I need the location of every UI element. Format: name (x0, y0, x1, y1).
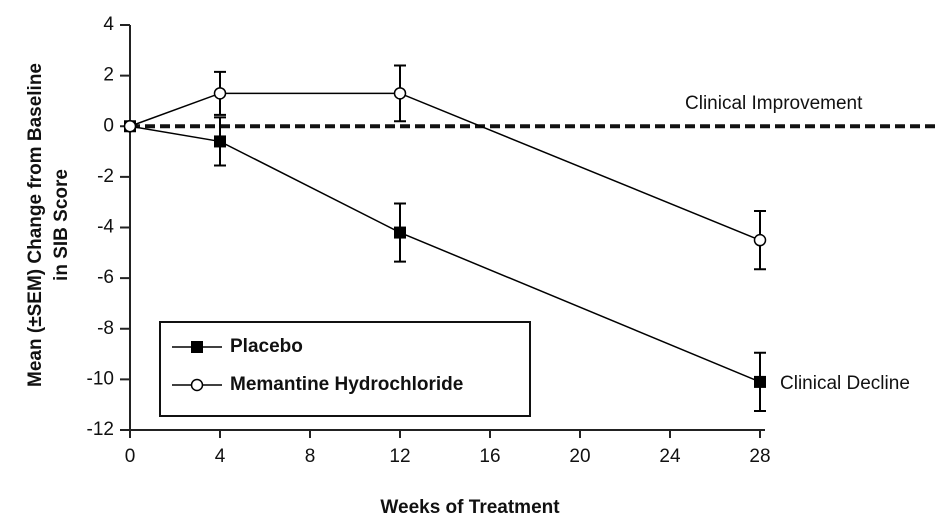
marker (754, 375, 766, 388)
legend-label: Placebo (230, 336, 303, 357)
marker (213, 87, 227, 100)
series-line (129, 92, 761, 241)
y-tick-label: -6 (97, 267, 114, 288)
marker (753, 233, 767, 247)
y-tick-label: 4 (103, 14, 114, 35)
marker (191, 341, 203, 353)
y-tick-label: 0 (103, 115, 114, 136)
x-tick-label: 12 (389, 446, 410, 467)
x-tick-label: 0 (125, 446, 136, 467)
y-tick-label: -4 (97, 217, 114, 238)
x-tick-label: 4 (215, 446, 226, 467)
marker (123, 120, 137, 133)
x-tick-label: 28 (749, 446, 770, 467)
x-axis-label: Weeks of Treatment (380, 497, 560, 518)
x-tick-label: 16 (479, 446, 500, 467)
x-tick-label: 20 (569, 446, 590, 467)
marker (394, 226, 406, 239)
annotation: Clinical Decline (780, 373, 910, 394)
y-axis-label: Mean (±SEM) Change from Baseline (25, 63, 46, 387)
y-tick-label: -2 (97, 166, 114, 187)
marker (214, 135, 226, 148)
legend-box (159, 321, 531, 417)
x-tick-label: 8 (305, 446, 316, 467)
x-tick-label: 24 (659, 446, 681, 467)
y-tick-label: -10 (87, 368, 114, 389)
marker (190, 378, 204, 392)
annotation: Clinical Improvement (685, 93, 863, 114)
y-axis-label: in SIB Score (51, 169, 72, 281)
y-tick-label: -12 (87, 419, 114, 440)
y-tick-label: 2 (103, 65, 114, 86)
y-tick-label: -8 (97, 318, 114, 339)
legend-label: Memantine Hydrochloride (230, 374, 463, 395)
series-line (129, 125, 761, 383)
marker (393, 87, 407, 100)
